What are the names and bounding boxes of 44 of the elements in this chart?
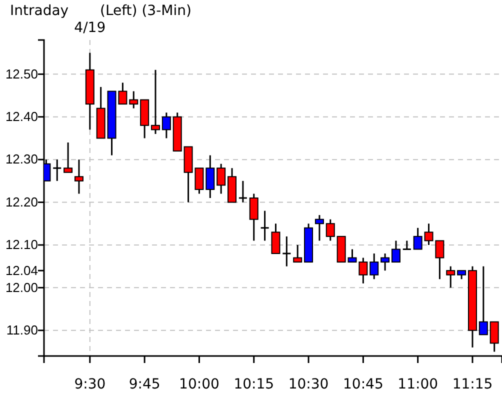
y-tick-label: 12.10 [5, 237, 38, 252]
candlestick [74, 158, 84, 194]
text: 4/19 [74, 20, 106, 36]
candlestick [162, 112, 171, 139]
candlestick [249, 192, 258, 242]
x-tick-label: 10:15 [234, 376, 274, 392]
chart-subtitle: (Left) (3-Min) [100, 3, 192, 19]
y-tick-label: 12.50 [5, 66, 38, 82]
y-tick-label: 12.30 [5, 152, 38, 167]
x-tick-label: 11:00 [398, 376, 438, 392]
candlestick [206, 154, 215, 199]
candlestick [490, 321, 499, 352]
chart-title: Intraday [10, 3, 69, 19]
candlestick [413, 227, 422, 250]
candlestick [150, 69, 160, 135]
candlestick [478, 266, 488, 336]
candlestick [370, 252, 379, 280]
candlestick [282, 236, 291, 268]
y-tick-label: 11.90 [6, 322, 38, 338]
candlestick [293, 244, 302, 263]
candlestick [326, 218, 335, 242]
x-tick-label: 10:45 [343, 376, 384, 392]
x-tick-label: 9:45 [128, 376, 160, 392]
candlestick [260, 210, 269, 242]
y-tick-label: 12.04 [5, 262, 38, 278]
y-tick-label: 12.40 [5, 109, 38, 124]
candlestick [238, 180, 247, 204]
candlestick [380, 252, 390, 272]
x-tick-label: 10:00 [179, 376, 220, 392]
candlestick [216, 163, 226, 194]
candlestick [271, 222, 280, 254]
y-tick-label: 12.20 [5, 194, 38, 210]
x-tick-label: 11:15 [452, 376, 493, 392]
candlestick [129, 90, 138, 110]
candlestick [53, 158, 62, 182]
candlestick [64, 142, 73, 174]
candlestick [314, 214, 324, 242]
candlestick [358, 257, 368, 284]
candlestick [446, 266, 456, 288]
candlestick [391, 240, 400, 263]
y-tick-label: 12.00 [5, 280, 38, 295]
candlestick [402, 240, 411, 250]
x-tick-label: 9:30 [74, 376, 106, 392]
x-tick-label: 10:30 [288, 376, 329, 392]
